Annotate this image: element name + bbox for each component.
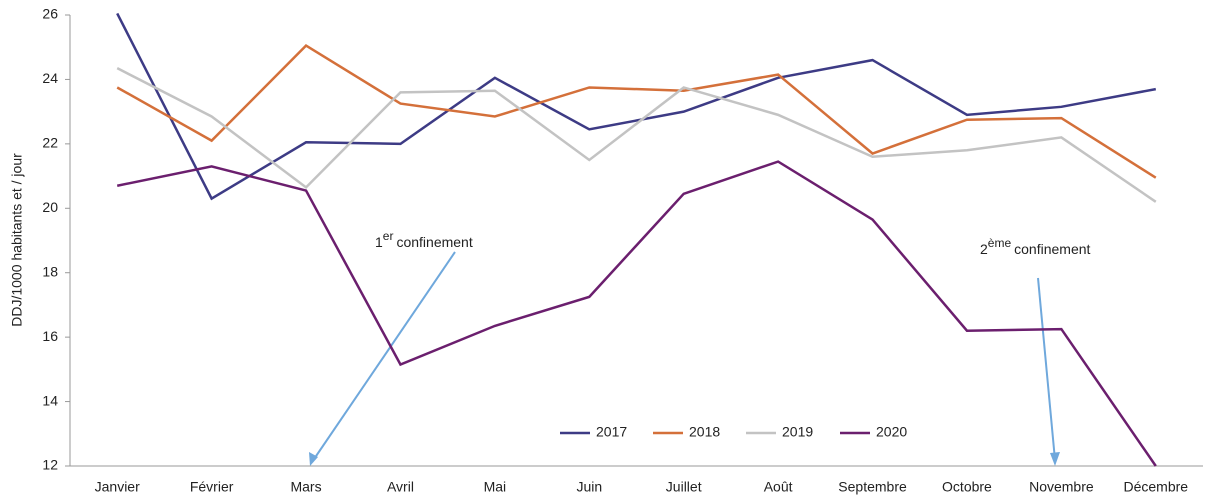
annotation-rest: confinement	[1014, 241, 1090, 257]
x-tick-label: Juillet	[666, 479, 702, 495]
x-tick-label: Octobre	[942, 479, 992, 495]
y-tick-label: 24	[42, 70, 58, 86]
x-tick-label: Février	[190, 479, 234, 495]
x-tick-label: Mars	[290, 479, 321, 495]
y-tick-label: 18	[42, 263, 58, 279]
series-line	[116, 44, 1157, 179]
annotation-arrow	[1037, 277, 1056, 461]
series-line	[116, 67, 1157, 203]
y-tick-label: 22	[42, 135, 58, 151]
x-tick-label: Mai	[484, 479, 507, 495]
x-tick-label: Avril	[387, 479, 414, 495]
annotation-sup: ème	[988, 236, 1012, 250]
y-tick-label: 16	[42, 328, 58, 344]
annotation-base: 2	[980, 241, 988, 257]
x-tick-label: Novembre	[1029, 479, 1094, 495]
annotation: 1er confinement	[375, 229, 473, 250]
series-line	[116, 12, 1157, 201]
legend-label: 2018	[689, 424, 720, 440]
y-tick-label: 26	[42, 6, 58, 22]
series-line	[116, 160, 1157, 467]
annotation-sup: er	[383, 229, 394, 243]
x-tick-label: Juin	[576, 479, 602, 495]
legend-label: 2019	[782, 424, 813, 440]
y-tick-label: 20	[42, 199, 58, 215]
y-axis-label: DDJ/1000 habitants et / jour	[9, 153, 25, 327]
legend-label: 2017	[596, 424, 627, 440]
x-tick-label: Décembre	[1123, 479, 1188, 495]
annotation-arrow	[311, 251, 456, 463]
y-tick-label: 12	[42, 457, 58, 473]
x-tick-label: Janvier	[95, 479, 140, 495]
y-tick-label: 14	[42, 392, 58, 408]
annotation-rest: confinement	[396, 234, 472, 250]
x-tick-label: Août	[764, 479, 793, 495]
arrow-head	[1050, 452, 1060, 466]
arrow-head	[309, 452, 318, 466]
annotation-base: 1	[375, 234, 383, 250]
x-tick-label: Septembre	[838, 479, 907, 495]
annotation: 2ème confinement	[980, 236, 1091, 257]
legend-label: 2020	[876, 424, 907, 440]
